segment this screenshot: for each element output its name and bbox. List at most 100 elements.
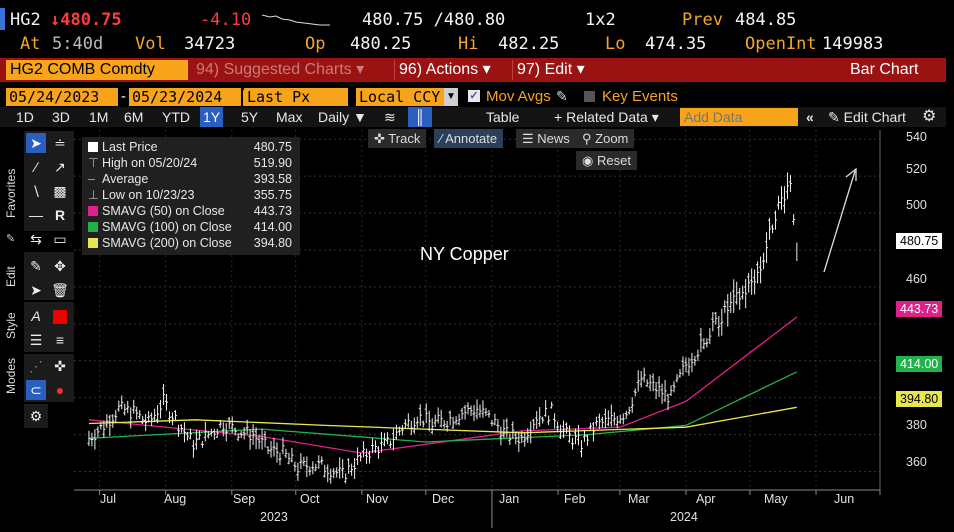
legend-value: 443.73 (253, 204, 292, 218)
fibonacci-icon[interactable]: ⇆ (30, 231, 42, 247)
ticker-marker (0, 8, 5, 30)
line-weight-icon[interactable]: ☰ (29, 332, 43, 348)
period-6m[interactable]: 6M (124, 109, 144, 125)
period-1m[interactable]: 1M (89, 109, 109, 125)
legend-low[interactable]: ⊥ Low on 10/23/23 355.75 (88, 187, 296, 203)
retracement-icon[interactable]: R (54, 207, 66, 223)
add-data-input[interactable] (680, 108, 798, 126)
legend-value: 394.80 (253, 236, 292, 250)
ray-tool-icon[interactable]: ↗ (54, 159, 66, 175)
currency-selector[interactable]: Local CCY (356, 88, 444, 106)
legend-value: 480.75 (253, 140, 292, 154)
pencil-icon[interactable]: ✎ (6, 233, 16, 245)
collapse-icon[interactable]: « (806, 109, 814, 125)
line-chart-icon[interactable]: ≋ (384, 109, 396, 125)
x-label-nov: Nov (366, 492, 389, 506)
reset-button[interactable]: ◉ Reset (576, 151, 637, 170)
bar-chart-icon[interactable]: ║ (408, 107, 432, 127)
frequency-selector[interactable]: Daily ▼ (318, 107, 367, 127)
horizontal-line-icon[interactable]: — (29, 207, 43, 223)
legend-label: SMAVG (100) on Close (102, 220, 232, 234)
y-tick-540: 540 (906, 130, 927, 144)
legend-sma50[interactable]: SMAVG (50) on Close 443.73 (88, 203, 296, 219)
legend-last-price[interactable]: Last Price 480.75 (88, 139, 296, 155)
quote-row-2: At 5:40d Vol 34723 Op 480.25 Hi 482.25 L… (0, 32, 954, 56)
ticker[interactable]: HG2 (10, 10, 41, 30)
date-separator: - (121, 88, 126, 105)
high-price: 482.25 (498, 34, 560, 54)
field-selector[interactable]: Last Px (244, 88, 348, 106)
moving-averages (88, 316, 798, 454)
palette-icon[interactable]: ● (55, 382, 65, 398)
related-data-button[interactable]: + Related Data ▾ (554, 107, 659, 127)
trash-icon[interactable]: 🗑 (51, 282, 69, 298)
period-1d[interactable]: 1D (16, 109, 34, 125)
x-label-mar: Mar (628, 492, 650, 506)
period-5y[interactable]: 5Y (241, 109, 259, 125)
trend-line-icon[interactable]: ∖ (31, 183, 41, 199)
line-tool-icon[interactable]: ∕ (34, 159, 38, 175)
gear-icon[interactable]: ⚙ (922, 108, 937, 125)
edit-chart-button[interactable]: ✎ Edit Chart (828, 107, 906, 127)
x-label-oct: Oct (300, 492, 320, 506)
cursor-icon[interactable]: ➤ (26, 133, 46, 153)
vol-label: Vol (135, 34, 166, 54)
channel-icon[interactable]: ▩ (53, 183, 67, 199)
pencil-icon[interactable]: ✎ (556, 88, 568, 104)
edit-menu-button[interactable]: 97) Edit ▾ (512, 60, 589, 80)
legend-label: Average (102, 172, 149, 186)
move-icon[interactable]: ✥ (54, 258, 66, 274)
period-3d[interactable]: 3D (52, 109, 70, 125)
zoom-button[interactable]: ⚲ Zoom (576, 129, 635, 148)
track-button[interactable]: ✜ Track (368, 129, 427, 148)
legend-sma100[interactable]: SMAVG (100) on Close 414.00 (88, 219, 296, 235)
period-1y[interactable]: 1Y (200, 107, 224, 127)
volume: 34723 (184, 34, 236, 54)
line-style-icon[interactable]: ≡ (55, 332, 65, 348)
chart-type-title: Bar Chart (850, 61, 919, 78)
period-max[interactable]: Max (276, 109, 303, 125)
rectangle-icon[interactable]: ▭ (53, 231, 67, 247)
legend-sma200[interactable]: SMAVG (200) on Close 394.80 (88, 235, 296, 251)
sma200-line (88, 406, 797, 434)
legend-average[interactable]: – Average 393.58 (88, 171, 296, 187)
legend-high[interactable]: ⊤ High on 05/20/24 519.90 (88, 155, 296, 171)
security-field[interactable]: HG2 COMB Comdty (6, 60, 188, 80)
x-label-sep: Sep (233, 492, 256, 506)
magnet-icon[interactable]: ⊂ (26, 380, 46, 400)
mov-avgs-checkbox[interactable]: ✓ (468, 90, 480, 102)
bid-ask-size: 1x2 (585, 10, 616, 30)
table-button[interactable]: Table (486, 109, 520, 125)
arrow-head (845, 167, 857, 181)
crosshair-icon[interactable]: ✜ (54, 358, 66, 374)
chevron-down-icon: ▾ (651, 109, 659, 125)
last-price: ↓480.75 (50, 10, 122, 30)
suggested-charts-button[interactable]: 94) Suggested Charts ▾ (192, 60, 368, 80)
chevron-down-icon[interactable]: ▼ (444, 88, 458, 106)
x-label-jul: Jul (100, 492, 116, 506)
prev-close: 484.85 (735, 10, 797, 30)
chart-annotation-text[interactable]: NY Copper (420, 244, 509, 264)
color-picker-icon[interactable] (50, 306, 70, 326)
dashed-line-icon[interactable]: ⋰ (29, 358, 43, 374)
key-events-checkbox[interactable] (584, 91, 595, 102)
reset-icon: ◉ (582, 153, 594, 168)
news-label: News (537, 131, 570, 146)
brush-icon[interactable]: ≐ (54, 135, 66, 151)
edit-brush-icon[interactable]: ✎ (30, 258, 42, 274)
start-date-field[interactable]: 05/24/2023 (6, 88, 118, 106)
pencil-icon: ∕ (440, 131, 443, 146)
chevron-down-icon: ▾ (576, 61, 585, 78)
select-icon[interactable]: ➤ (30, 282, 42, 298)
end-date-field[interactable]: 05/23/2024 (129, 88, 241, 106)
chevron-down-icon: ▾ (482, 61, 491, 78)
y-tick-380: 380 (906, 418, 927, 432)
text-style-icon[interactable]: A (31, 308, 41, 324)
period-ytd[interactable]: YTD (162, 109, 190, 125)
annotate-button[interactable]: ∕ Annotate (434, 129, 504, 148)
actions-menu-button[interactable]: 96) Actions ▾ (394, 60, 495, 80)
gear-icon[interactable]: ⚙ (29, 408, 43, 424)
news-button[interactable]: ☰ News (516, 129, 576, 148)
high-label: Hi (458, 34, 479, 54)
